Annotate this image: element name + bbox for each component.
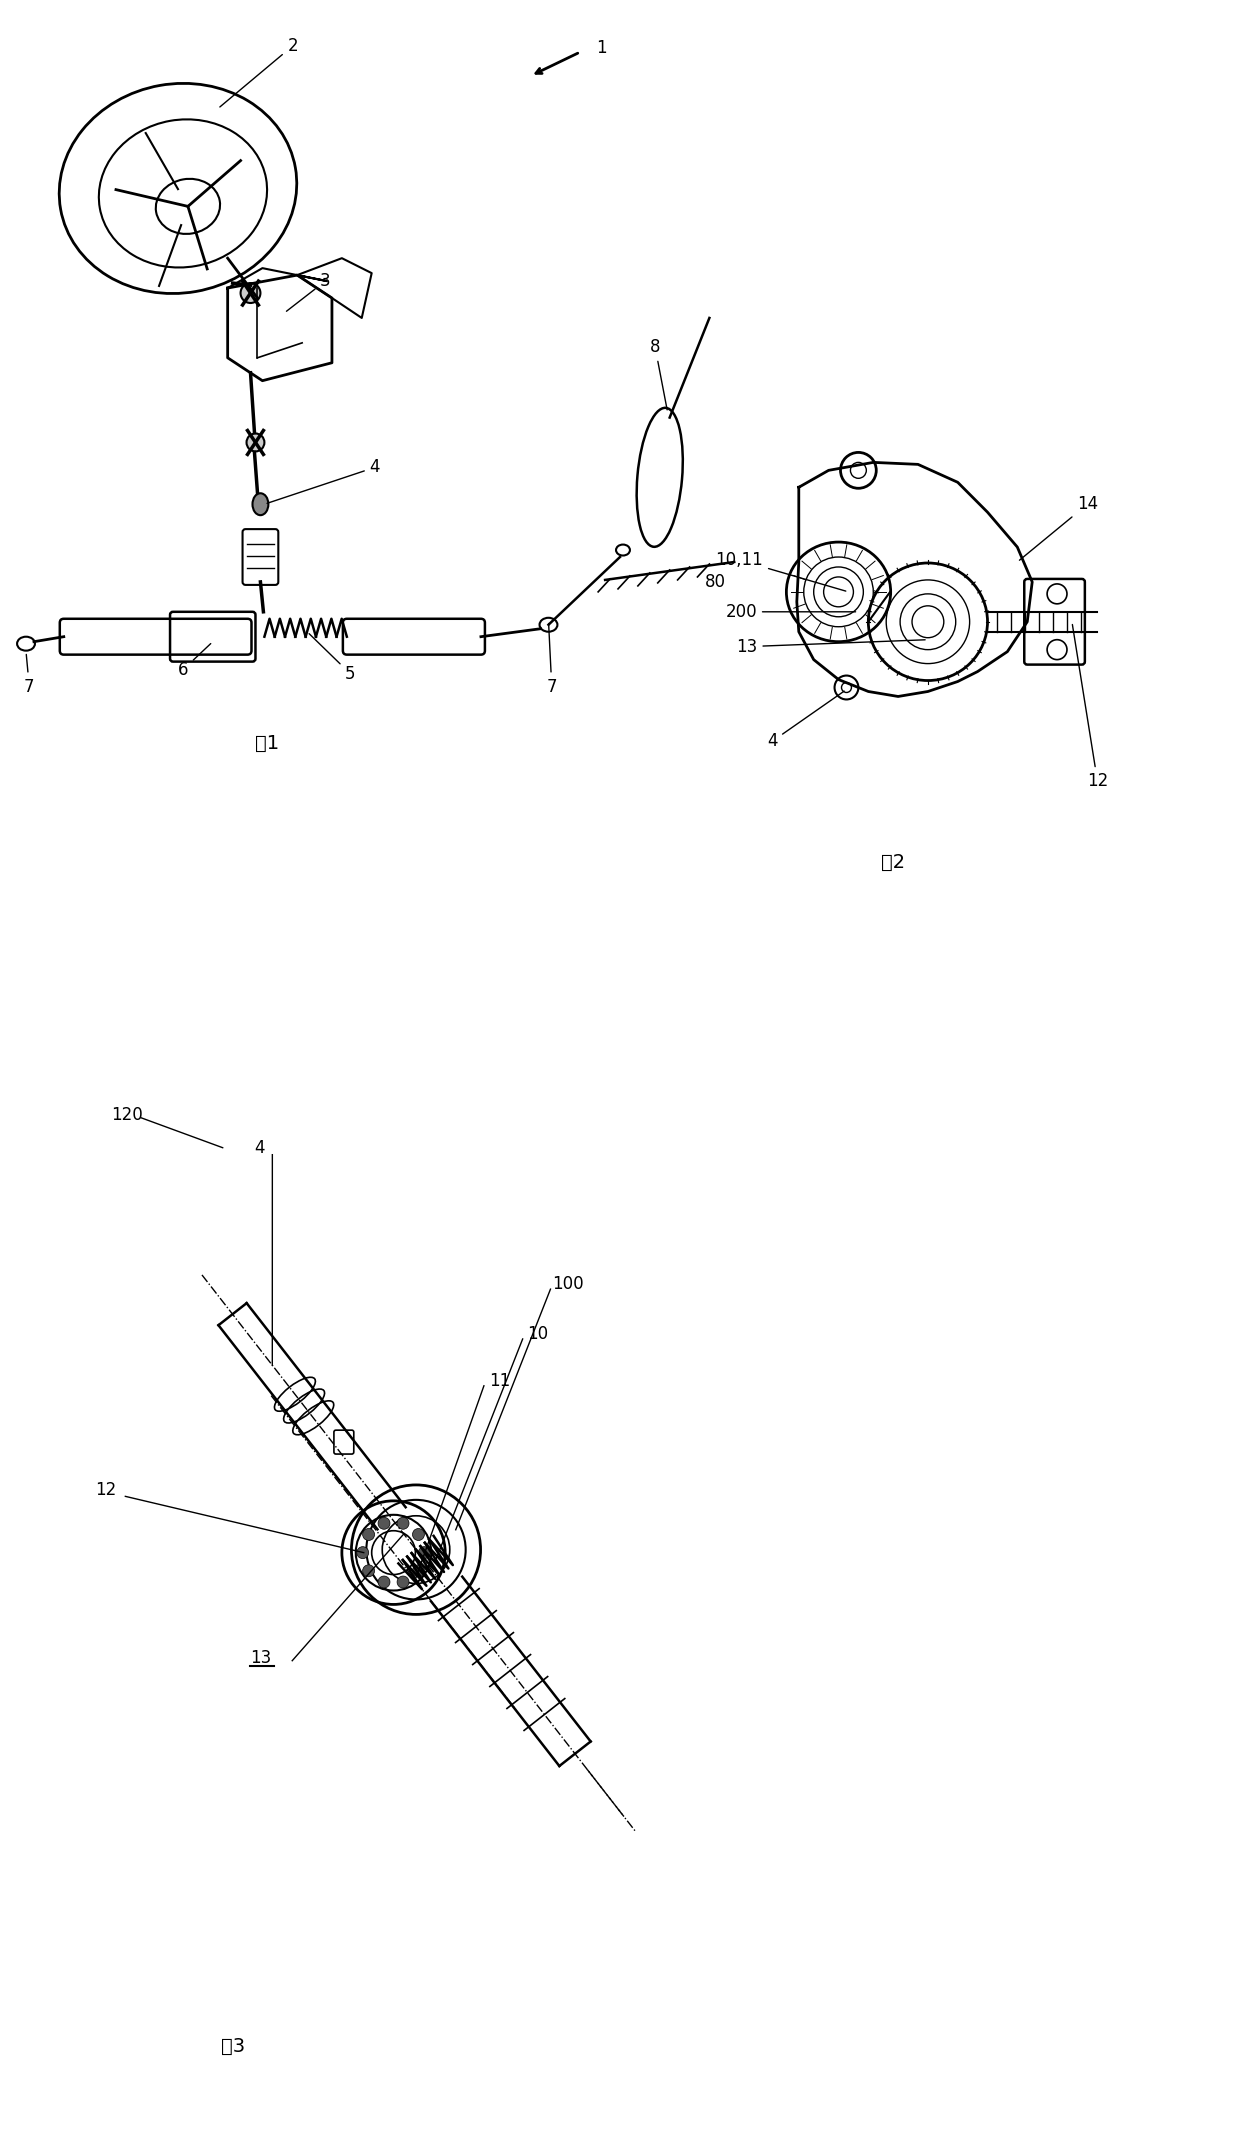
- Text: 6: 6: [179, 644, 211, 678]
- Text: 12: 12: [1073, 625, 1109, 790]
- Circle shape: [241, 283, 260, 303]
- Ellipse shape: [17, 638, 35, 651]
- Circle shape: [362, 1565, 374, 1576]
- Text: 图1: 图1: [255, 734, 279, 754]
- Text: 4: 4: [254, 1138, 265, 1157]
- Circle shape: [247, 434, 264, 451]
- Text: 13: 13: [250, 1649, 272, 1666]
- Text: 100: 100: [553, 1275, 584, 1292]
- Text: 13: 13: [737, 638, 925, 655]
- Ellipse shape: [616, 545, 630, 556]
- Text: 5: 5: [309, 633, 356, 683]
- Text: 4: 4: [768, 691, 844, 749]
- Text: 12: 12: [95, 1481, 117, 1499]
- Text: 11: 11: [489, 1372, 510, 1389]
- Text: 3: 3: [286, 273, 331, 311]
- Circle shape: [357, 1546, 368, 1559]
- Text: 10: 10: [527, 1325, 548, 1344]
- Text: 7: 7: [24, 655, 35, 696]
- Text: 图2: 图2: [882, 852, 905, 872]
- Circle shape: [418, 1546, 430, 1559]
- Text: 8: 8: [650, 337, 667, 410]
- Text: 1: 1: [596, 39, 606, 58]
- Text: 图3: 图3: [221, 2038, 244, 2055]
- Circle shape: [378, 1518, 389, 1529]
- Text: 4: 4: [267, 457, 381, 502]
- Circle shape: [362, 1529, 374, 1539]
- Text: 10,11: 10,11: [715, 552, 846, 590]
- Text: 14: 14: [1019, 496, 1099, 560]
- Text: 120: 120: [112, 1106, 143, 1123]
- Text: 7: 7: [547, 623, 557, 696]
- Circle shape: [413, 1565, 424, 1576]
- Text: 200: 200: [725, 603, 856, 620]
- Circle shape: [397, 1576, 409, 1589]
- Circle shape: [397, 1518, 409, 1529]
- Ellipse shape: [253, 494, 268, 515]
- Ellipse shape: [539, 618, 558, 631]
- Text: 2: 2: [219, 36, 298, 107]
- Circle shape: [378, 1576, 389, 1589]
- Text: 80: 80: [704, 573, 725, 590]
- Circle shape: [413, 1529, 424, 1539]
